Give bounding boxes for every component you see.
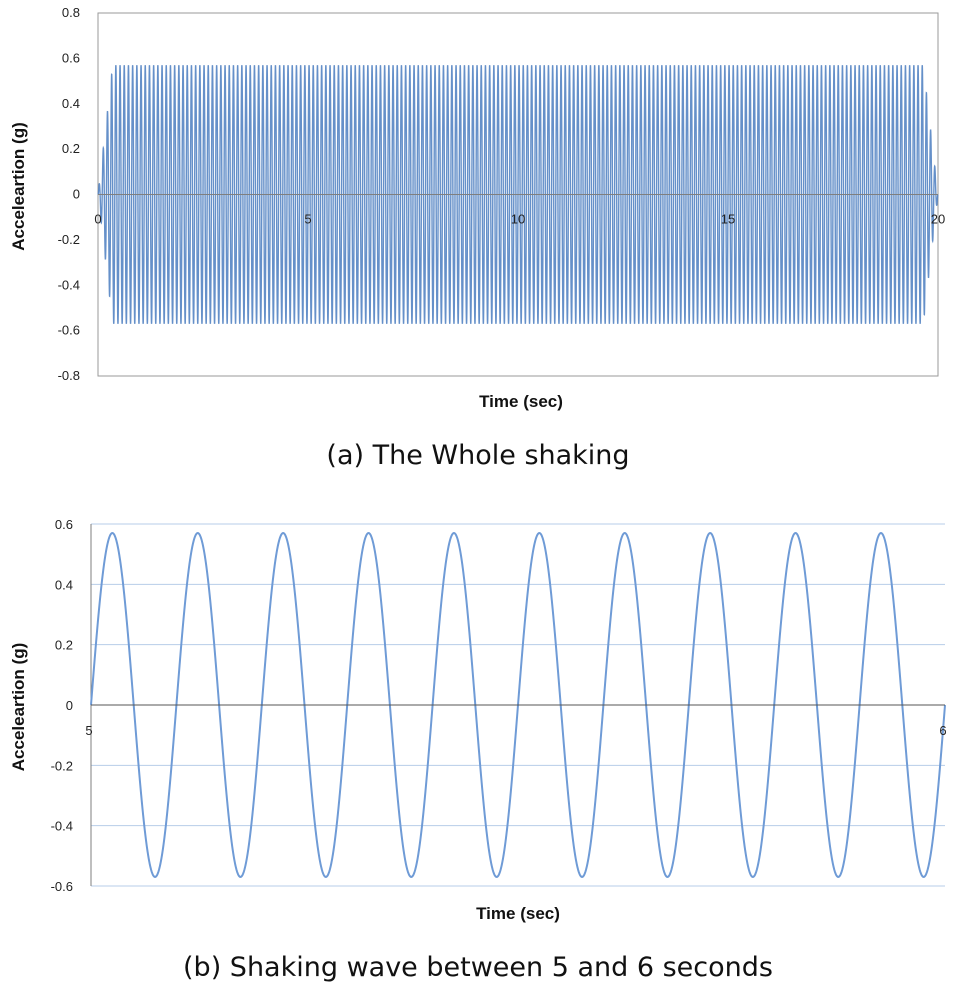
y-tick-label-b: 0.2: [55, 638, 73, 653]
x-tick-label-b: 6: [939, 723, 946, 738]
x-tick-label-a: 0: [94, 212, 101, 227]
y-tick-label-b: -0.6: [51, 879, 73, 894]
chart-whole-shaking: 0.8 0.6 0.4 0.2 0 -0.2 -0.4 -0.6 -0.8 0 5 10 15 20 Tim…: [0, 0, 956, 430]
y-tick-label-b: 0.6: [55, 517, 73, 532]
x-tick-label-a: 10: [511, 212, 525, 227]
x-tick-label-a: 20: [931, 212, 945, 227]
y-tick-label-a: 0.6: [62, 50, 80, 65]
y-tick-label-b: -0.4: [51, 819, 73, 834]
x-tick-label-a: 5: [304, 212, 311, 227]
caption-a: (a) The Whole shaking: [326, 440, 630, 471]
y-axis-title-b: Acceleartion (g): [9, 643, 28, 771]
x-axis-title-b: Time (sec): [476, 904, 560, 923]
x-tick-label-b: 5: [85, 723, 92, 738]
y-tick-label-b: 0: [66, 698, 73, 713]
y-tick-label-a: 0: [73, 187, 80, 202]
y-tick-label-a: -0.6: [58, 323, 80, 338]
y-tick-label-a: -0.8: [58, 368, 80, 383]
y-tick-label-a: -0.2: [58, 232, 80, 247]
y-tick-label-a: -0.4: [58, 277, 80, 292]
y-axis-title-a: Acceleartion (g): [9, 122, 28, 250]
x-axis-title-a: Time (sec): [479, 392, 563, 411]
caption-b: (b) Shaking wave between 5 and 6 seconds: [183, 952, 773, 983]
chart-b-svg: 0.6 0.4 0.2 0 -0.2 -0.4 -0.6 5 6 Time (sec) Accele…: [9, 517, 947, 923]
x-tick-label-a: 15: [721, 212, 735, 227]
y-tick-label-a: 0.8: [62, 5, 80, 20]
y-tick-label-a: 0.4: [62, 96, 80, 111]
chart-a-svg: 0.8 0.6 0.4 0.2 0 -0.2 -0.4 -0.6 -0.8 0 5 10 15 20 Tim…: [9, 5, 945, 411]
y-tick-label-a: 0.2: [62, 141, 80, 156]
y-tick-label-b: 0.4: [55, 577, 73, 592]
chart-shaking-wave-5-6: 0.6 0.4 0.2 0 -0.2 -0.4 -0.6 5 6 Time (sec) Accele…: [0, 500, 956, 930]
y-tick-label-b: -0.2: [51, 758, 73, 773]
